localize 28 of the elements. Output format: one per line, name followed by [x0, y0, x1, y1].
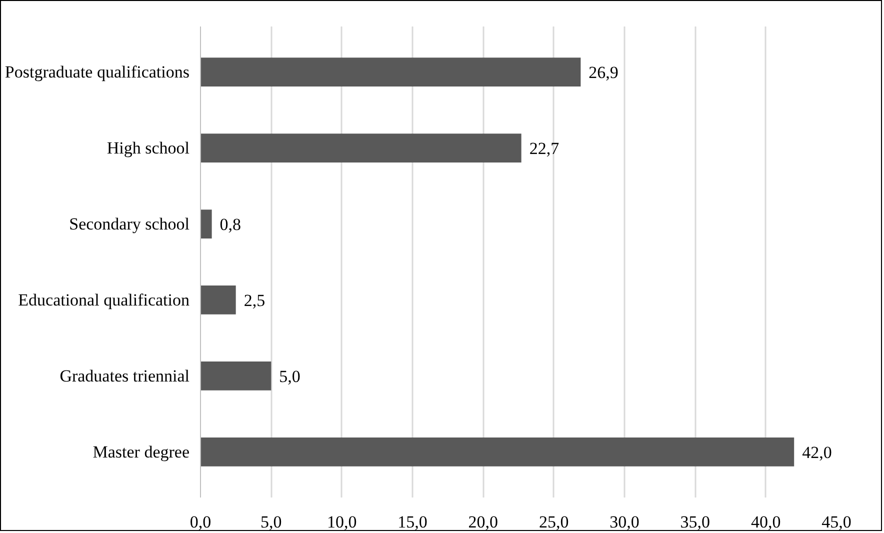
- data-label: 26,9: [588, 63, 618, 82]
- y-tick-label: High school: [106, 138, 190, 158]
- x-tick-label: 35,0: [680, 512, 710, 532]
- x-tick-label: 0,0: [190, 512, 212, 532]
- y-tick-label: Secondary school: [69, 214, 190, 234]
- bar: [200, 58, 581, 87]
- bar: [200, 134, 522, 162]
- y-tick-label: Graduates triennial: [60, 366, 190, 386]
- y-tick-label: Postgraduate qualifications: [4, 62, 190, 82]
- y-tick-label: Master degree: [92, 442, 190, 462]
- data-label: 0,8: [220, 215, 242, 234]
- bar: [200, 210, 212, 238]
- bar: [200, 362, 272, 390]
- bar: [200, 286, 236, 314]
- x-tick-label: 15,0: [398, 512, 428, 532]
- x-tick-label: 20,0: [468, 512, 498, 532]
- x-tick-label: 10,0: [326, 512, 357, 532]
- data-label: 42,0: [802, 442, 832, 462]
- y-tick-label: Educational qualification: [18, 290, 190, 310]
- x-tick-label: 40,0: [750, 512, 781, 532]
- data-label: 2,5: [244, 290, 266, 310]
- x-tick-label: 25,0: [538, 512, 569, 532]
- bar: [200, 437, 794, 466]
- data-label: 5,0: [279, 366, 300, 386]
- x-tick-label: 5,0: [260, 512, 282, 532]
- data-label: 22,7: [529, 139, 560, 158]
- x-tick-label: 30,0: [610, 512, 640, 532]
- x-tick-label: 45,0: [822, 512, 852, 532]
